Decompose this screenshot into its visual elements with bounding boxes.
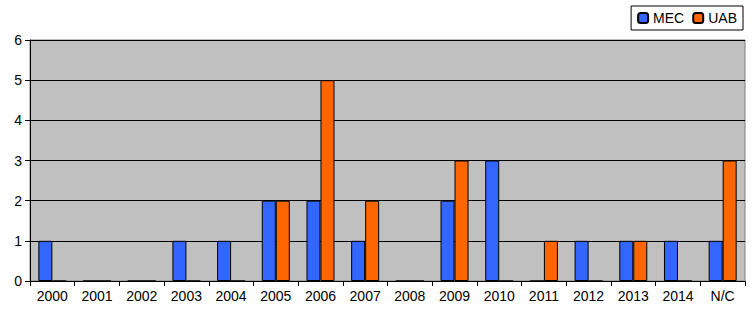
svg-text:6: 6 — [14, 32, 22, 48]
svg-text:4: 4 — [14, 112, 22, 128]
svg-text:2001: 2001 — [81, 288, 112, 304]
svg-text:2002: 2002 — [126, 288, 157, 304]
svg-text:2011: 2011 — [529, 288, 559, 304]
svg-text:2004: 2004 — [216, 288, 247, 304]
svg-text:UAB: UAB — [708, 10, 737, 26]
svg-text:2008: 2008 — [394, 288, 425, 304]
svg-text:2013: 2013 — [618, 288, 649, 304]
svg-text:2010: 2010 — [484, 288, 515, 304]
svg-text:2012: 2012 — [573, 288, 604, 304]
svg-text:2003: 2003 — [171, 288, 202, 304]
svg-text:2009: 2009 — [439, 288, 470, 304]
svg-text:N/C: N/C — [711, 288, 735, 304]
svg-text:3: 3 — [14, 153, 22, 169]
svg-text:2014: 2014 — [662, 288, 693, 304]
svg-text:2007: 2007 — [350, 288, 381, 304]
svg-text:1: 1 — [14, 233, 22, 249]
svg-text:MEC: MEC — [653, 10, 684, 26]
svg-text:2: 2 — [14, 193, 22, 209]
svg-text:2006: 2006 — [305, 288, 336, 304]
svg-text:2005: 2005 — [260, 288, 291, 304]
svg-text:0: 0 — [14, 273, 22, 289]
svg-text:5: 5 — [14, 72, 22, 88]
svg-text:2000: 2000 — [37, 288, 68, 304]
